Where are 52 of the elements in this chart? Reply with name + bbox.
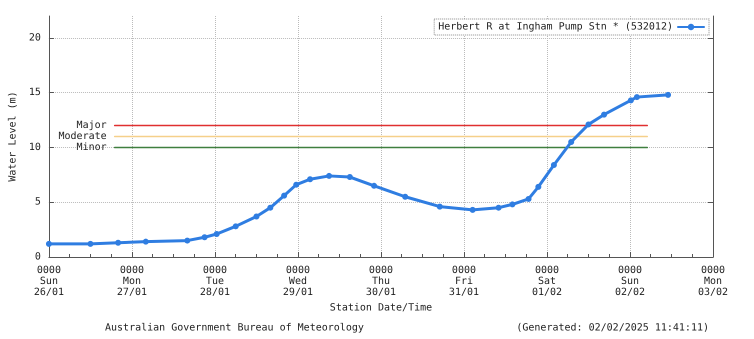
- point: [46, 240, 52, 247]
- point: [115, 240, 122, 246]
- point: [307, 176, 314, 182]
- point: [665, 92, 672, 98]
- point: [281, 192, 288, 199]
- y-axis-title: Water Level (m): [8, 91, 18, 182]
- y-tick-label: 15: [28, 87, 41, 98]
- point: [496, 204, 502, 211]
- series-label: Minor: [76, 142, 107, 153]
- x-tick-label: 0000 Fri 31/01: [448, 265, 480, 298]
- x-axis-title: Station Date/Time: [330, 302, 432, 314]
- y-tick-label: 5: [34, 196, 41, 208]
- point: [509, 201, 516, 208]
- point: [535, 184, 542, 190]
- text: (Generated: 02/02/2025 11:41:11): [516, 322, 709, 334]
- y-tick-label: 20: [28, 32, 41, 44]
- point: [628, 97, 634, 104]
- y-tick-label: 10: [28, 142, 41, 153]
- point: [184, 238, 190, 244]
- x-tick-label: 0000 Wed 29/01: [282, 265, 314, 298]
- x-tick-label: 0000 Sun 26/01: [34, 265, 64, 298]
- point: [253, 213, 260, 220]
- point: [371, 182, 378, 189]
- point: [326, 172, 332, 179]
- x-tick-label: 0000 Mon 03/02: [698, 265, 728, 298]
- y-tick-label: 0: [34, 252, 41, 262]
- x-tick-label: 0000 Sun 02/02: [614, 265, 646, 298]
- point: [568, 138, 574, 145]
- point: [214, 230, 220, 237]
- point: [142, 238, 149, 245]
- point: [293, 182, 300, 188]
- point: [436, 204, 443, 210]
- point: [470, 206, 476, 213]
- point: [346, 174, 353, 180]
- text: Australian Government Bureau of Meteorology: [105, 322, 364, 334]
- point: [402, 194, 408, 200]
- point: [634, 94, 640, 100]
- point: [526, 196, 532, 202]
- point: [550, 162, 557, 168]
- point: [232, 223, 239, 230]
- point: [601, 112, 608, 118]
- point: [87, 240, 94, 247]
- legend-label: Herbert R at Ingham Pump Stn * (532012): [438, 22, 673, 32]
- series-label: Moderate: [58, 131, 107, 142]
- x-tick-label: 0000 Tue 28/01: [200, 265, 230, 298]
- point: [585, 121, 592, 128]
- x-tick-label: 0000 Sat 01/02: [532, 265, 562, 298]
- series-label: Major: [76, 120, 107, 132]
- point: [267, 204, 274, 211]
- x-tick-label: 0000 Thu 30/01: [366, 265, 396, 298]
- x-tick-label: 0000 Mon 27/01: [116, 265, 148, 298]
- point: [202, 234, 208, 240]
